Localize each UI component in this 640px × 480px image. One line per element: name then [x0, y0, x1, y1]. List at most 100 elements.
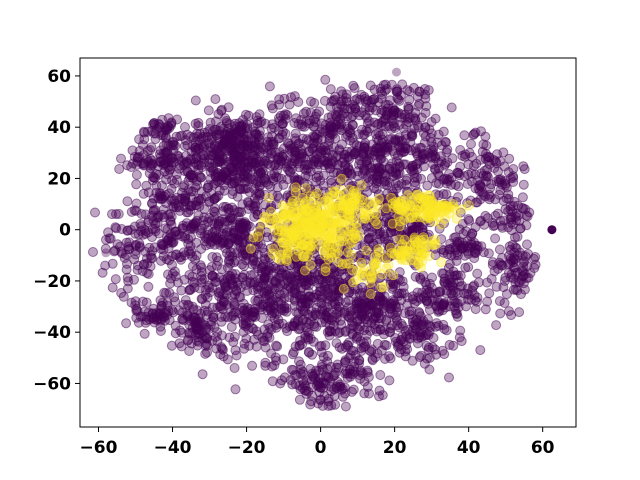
data-point	[497, 252, 508, 263]
data-point	[363, 372, 374, 382]
data-point	[460, 262, 471, 273]
data-point	[423, 330, 434, 340]
data-point	[229, 363, 240, 373]
data-point	[357, 194, 368, 205]
data-point	[246, 161, 257, 172]
data-point	[412, 333, 423, 344]
data-point	[309, 131, 320, 142]
data-point	[311, 205, 322, 216]
data-point	[455, 161, 466, 172]
data-point	[90, 207, 100, 218]
data-point	[521, 210, 532, 221]
data-point	[377, 390, 388, 401]
data-point	[122, 225, 133, 236]
data-point	[396, 179, 407, 189]
data-point	[260, 293, 271, 304]
data-point	[131, 169, 142, 180]
series-class-0	[88, 74, 541, 412]
data-point	[164, 188, 174, 199]
data-point	[438, 199, 449, 210]
data-point	[289, 91, 300, 102]
data-point	[180, 122, 190, 132]
data-point	[429, 294, 440, 305]
data-point	[361, 205, 372, 216]
data-point	[373, 127, 384, 138]
data-point	[126, 297, 137, 308]
data-point	[495, 308, 506, 319]
data-point	[197, 143, 208, 154]
data-point	[208, 179, 219, 190]
data-point	[349, 101, 360, 112]
data-point	[272, 182, 283, 193]
data-point	[517, 192, 528, 203]
data-point	[318, 127, 329, 138]
data-point	[470, 222, 481, 233]
data-point	[264, 81, 275, 92]
data-point	[410, 236, 421, 247]
y-tick-label: 0	[59, 221, 71, 241]
x-tick-label: 40	[457, 438, 481, 458]
data-point	[101, 248, 111, 258]
data-point	[416, 350, 427, 361]
data-point	[230, 345, 241, 356]
data-point	[356, 159, 367, 170]
data-point	[310, 117, 321, 128]
data-point	[124, 244, 135, 255]
data-point	[407, 355, 418, 366]
data-point	[297, 251, 308, 262]
data-point	[489, 220, 500, 231]
data-point	[394, 132, 405, 143]
data-point	[453, 181, 464, 192]
data-point	[226, 234, 237, 245]
data-points	[88, 67, 557, 412]
data-point	[229, 331, 240, 342]
data-point	[449, 270, 460, 281]
data-point	[258, 168, 269, 179]
data-point	[197, 369, 208, 380]
data-point	[164, 255, 174, 266]
data-point	[252, 176, 263, 187]
data-point	[226, 321, 237, 332]
data-point	[249, 334, 259, 345]
data-point	[299, 163, 310, 174]
data-point	[505, 173, 516, 184]
data-point	[271, 340, 281, 351]
data-point	[316, 298, 327, 309]
data-point	[418, 128, 429, 138]
data-point	[248, 311, 259, 321]
data-point	[513, 276, 524, 287]
data-point	[170, 271, 181, 282]
data-point	[229, 257, 240, 268]
data-point	[392, 86, 402, 97]
y-tick-label: −20	[33, 272, 71, 292]
data-point	[338, 283, 349, 294]
data-point	[487, 257, 498, 268]
data-point	[213, 154, 224, 165]
data-point	[374, 162, 384, 173]
data-point	[207, 271, 218, 281]
data-point	[225, 247, 236, 258]
data-point	[380, 354, 390, 364]
data-point	[472, 197, 483, 208]
data-point	[433, 163, 444, 174]
data-point	[314, 341, 325, 352]
data-point	[471, 296, 482, 307]
data-point	[366, 344, 377, 355]
data-point	[231, 286, 242, 297]
data-point	[299, 121, 310, 132]
data-point	[498, 147, 509, 158]
data-point	[442, 249, 453, 260]
data-point	[312, 188, 322, 199]
data-point	[291, 113, 302, 124]
data-point	[210, 331, 221, 342]
data-point	[220, 281, 231, 292]
data-point	[153, 169, 164, 180]
data-point	[335, 113, 346, 124]
data-point	[463, 200, 474, 211]
data-point	[231, 128, 242, 138]
data-point	[466, 139, 476, 149]
data-point	[314, 106, 325, 117]
data-point	[203, 105, 214, 116]
data-point	[289, 172, 300, 183]
